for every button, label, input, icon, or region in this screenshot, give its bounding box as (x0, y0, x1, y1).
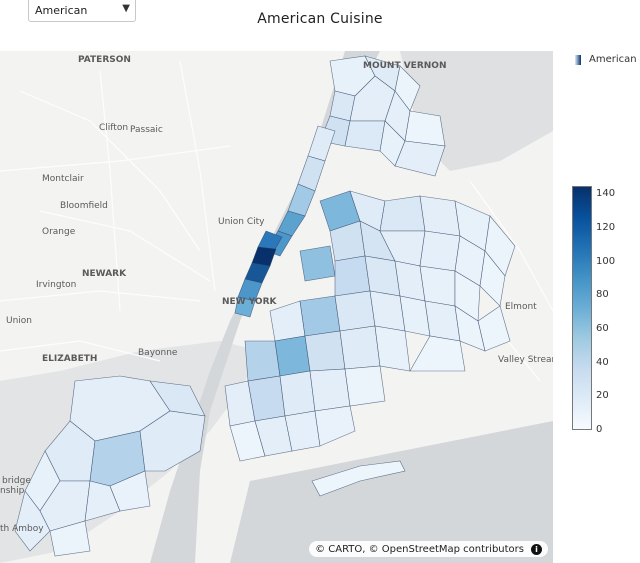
map-region[interactable] (394, 140, 446, 177)
map-region[interactable] (109, 470, 151, 512)
place-label: Clifton (99, 123, 128, 133)
colorbar-tick-label: 120 (596, 222, 616, 234)
map-region[interactable] (369, 290, 406, 332)
map-region[interactable] (49, 520, 91, 557)
map-region[interactable] (334, 255, 371, 297)
map-region[interactable] (364, 255, 401, 297)
map-region[interactable] (304, 330, 346, 372)
map-region[interactable] (339, 325, 381, 370)
colorbar-tick-label: 20 (596, 390, 609, 402)
map-region[interactable] (251, 246, 277, 267)
place-label: Passaic (130, 125, 163, 135)
map-region[interactable] (307, 125, 336, 162)
map-region[interactable] (274, 335, 311, 377)
colorbar-tick-label: 80 (596, 289, 609, 301)
map-region[interactable] (344, 120, 386, 152)
attribution-text: © CARTO, © OpenStreetMap contributors (315, 543, 524, 555)
map-region[interactable] (454, 305, 486, 352)
map-attribution: © CARTO, © OpenStreetMap contributors i (309, 541, 548, 557)
hudson-river-water (150, 51, 380, 563)
map-region[interactable] (247, 375, 286, 422)
map-region[interactable] (314, 405, 356, 447)
map-region[interactable] (309, 368, 351, 412)
chevron-down-icon: ▼ (122, 3, 130, 14)
map-region[interactable] (379, 195, 426, 232)
map-area[interactable]: PATERSON MOUNT VERNON Clifton Passaic Mo… (0, 51, 553, 563)
map-region[interactable] (419, 230, 461, 272)
colorbar-tick-label: 140 (596, 188, 616, 200)
map-region[interactable] (424, 300, 461, 342)
ocean-water (230, 421, 553, 563)
place-label: PATERSON (78, 55, 131, 65)
colorbar (572, 186, 592, 430)
map-region[interactable] (269, 300, 306, 342)
place-label: ELIZABETH (42, 354, 97, 364)
colorbar-tick-label: 60 (596, 323, 609, 335)
place-label: nship (0, 486, 25, 496)
place-label: NEWARK (82, 269, 127, 279)
legend-item-american[interactable]: American (575, 54, 637, 65)
colorbar-tick-label: 100 (596, 255, 616, 267)
place-label: Irvington (36, 280, 76, 290)
place-label: th Amboy (0, 524, 44, 534)
map-region[interactable] (334, 290, 376, 332)
map-svg: PATERSON MOUNT VERNON Clifton Passaic Mo… (0, 51, 553, 563)
colorbar-tick-label: 40 (596, 356, 609, 368)
chart-title: American Cuisine (257, 11, 383, 27)
choropleth-regions (14, 55, 516, 557)
place-label: NEW YORK (222, 297, 278, 307)
place-label: Orange (42, 227, 76, 237)
legend-label: American (589, 54, 637, 65)
info-icon[interactable]: i (531, 543, 542, 555)
place-label: Elmont (505, 302, 537, 312)
place-label: MOUNT VERNON (363, 61, 446, 71)
place-label: Valley Stream (498, 355, 553, 365)
map-region[interactable] (404, 110, 446, 147)
map-region[interactable] (279, 370, 316, 417)
colorbar-tick-label: 0 (596, 424, 603, 435)
map-region[interactable] (409, 335, 466, 372)
map-region[interactable] (244, 340, 281, 382)
map-region[interactable] (14, 490, 51, 552)
map-region[interactable] (234, 296, 256, 318)
map-region[interactable] (299, 295, 341, 337)
place-labels: PATERSON MOUNT VERNON Clifton Passaic Mo… (0, 55, 553, 534)
map-region[interactable] (299, 245, 336, 282)
place-label: Bayonne (138, 348, 178, 358)
dropdown-selected-value: American (35, 4, 88, 17)
map-region[interactable] (419, 265, 456, 307)
map-region[interactable] (374, 325, 411, 372)
place-label: Union City (218, 217, 265, 227)
place-label: Union (6, 316, 32, 326)
cuisine-dropdown[interactable]: American ▼ (28, 0, 136, 22)
map-region[interactable] (311, 460, 406, 497)
legend-swatch (575, 54, 581, 65)
place-label: bridge (2, 476, 31, 486)
map-region[interactable] (419, 195, 461, 237)
place-label: Montclair (42, 174, 84, 184)
place-label: Bloomfield (60, 201, 108, 211)
map-region[interactable] (344, 365, 386, 407)
